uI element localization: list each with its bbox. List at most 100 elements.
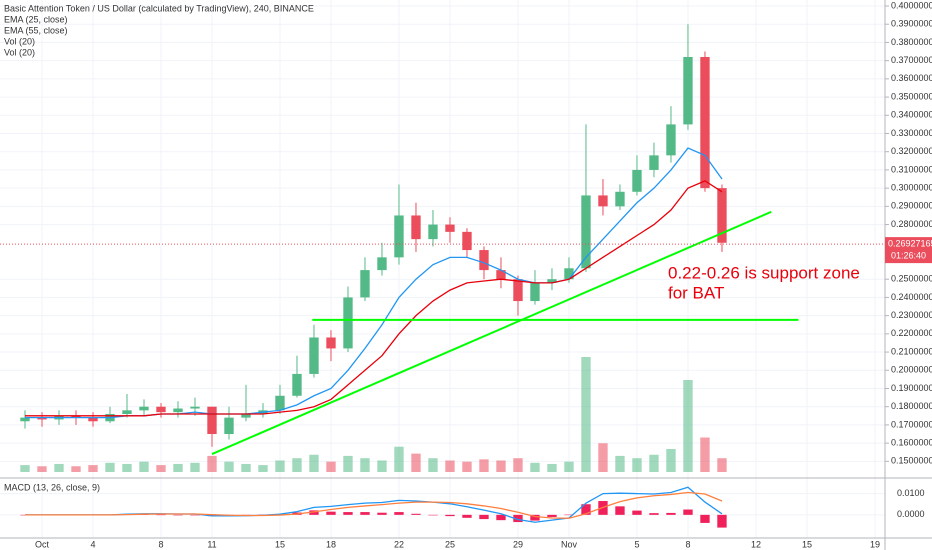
candle-body	[462, 231, 472, 251]
plot	[0, 24, 885, 528]
volume-bar	[173, 463, 183, 472]
volume-bar	[37, 466, 47, 472]
volume-bar	[275, 460, 285, 472]
candle-body	[190, 406, 200, 409]
y-tick-label: 0.0100	[897, 488, 925, 498]
candle-body	[581, 195, 591, 269]
candle-body	[496, 270, 506, 280]
macd-title: MACD (13, 26, close, 9)	[4, 482, 100, 492]
volume-bar	[513, 458, 523, 472]
volume-bar	[343, 455, 353, 472]
macd-histogram-bar	[717, 514, 727, 528]
candle-body	[700, 57, 710, 189]
volume-bar	[564, 461, 574, 472]
volume-bar	[122, 463, 132, 472]
volume-bar	[258, 465, 268, 472]
macd-histogram-bar	[581, 504, 591, 515]
candle-body	[224, 417, 234, 435]
macd-histogram-bar	[547, 514, 557, 517]
candle-body	[428, 224, 438, 240]
macd-histogram-bar	[479, 514, 489, 520]
macd-histogram-bar	[666, 512, 676, 515]
candle-body	[530, 282, 540, 302]
macd-histogram-bar	[513, 514, 523, 523]
macd-histogram-bar	[309, 510, 319, 515]
volume-bar	[20, 465, 30, 472]
candle-body	[326, 337, 336, 349]
volume-bar	[411, 453, 421, 472]
macd-histogram-bar	[343, 512, 353, 515]
x-tick-label: 12	[751, 539, 761, 549]
macd-histogram-bar	[156, 514, 166, 516]
candle-body	[360, 270, 370, 298]
volume-bar	[428, 458, 438, 472]
legend-entry: Vol (20)	[4, 47, 35, 57]
macd-histogram-bar	[496, 514, 506, 521]
legend-entry: Vol (20)	[4, 36, 35, 46]
volume-bar	[326, 461, 336, 472]
candle-body	[139, 406, 149, 411]
volume-bar	[479, 459, 489, 472]
volume-bar	[445, 460, 455, 472]
macd-histogram-bar	[445, 514, 455, 517]
candle-body	[37, 417, 47, 420]
y-tick-label: 0.0000	[897, 509, 925, 519]
candle-body	[513, 279, 523, 302]
candle-body	[343, 297, 353, 349]
candle-body	[377, 257, 387, 271]
countdown-label: 01:26:40	[891, 250, 926, 260]
volume-bar	[717, 458, 727, 472]
volume-bar	[683, 380, 693, 472]
macd-histogram-bar	[462, 514, 472, 518]
candle-body	[20, 417, 30, 422]
candle-body	[88, 417, 98, 422]
x-tick-label: 11	[207, 539, 216, 549]
candle-body	[632, 169, 642, 192]
volume-bar	[377, 460, 387, 472]
candle-body	[292, 373, 302, 396]
candle-body	[564, 268, 574, 280]
candle-body	[309, 337, 319, 374]
last-price-label: 0.26927165	[888, 238, 932, 248]
volume-bar	[156, 465, 166, 472]
x-tick-label: 18	[326, 539, 336, 549]
annotation: 0.22-0.26 is support zone	[668, 263, 860, 282]
volume-bar	[615, 455, 625, 472]
x-tick-label: Nov	[561, 539, 578, 549]
volume-bar	[105, 462, 115, 472]
candle-body	[666, 124, 676, 156]
macd-histogram-bar	[360, 512, 370, 515]
volume-bar	[71, 466, 81, 472]
signal-line	[24, 491, 723, 519]
volume-bar	[581, 357, 591, 472]
x-tick-label: 15	[275, 539, 285, 549]
x-tick-label: 22	[394, 539, 404, 549]
volume-bar	[360, 458, 370, 472]
volume-bar	[139, 461, 149, 472]
x-tick-label: 19	[870, 539, 880, 549]
candle-body	[479, 250, 489, 271]
macd-histogram-bar	[326, 511, 336, 515]
volume-bar	[207, 455, 217, 472]
macd-histogram-bar	[649, 513, 659, 515]
volume-bar	[530, 462, 540, 472]
candle-body	[615, 191, 625, 207]
x-tick-label: 5	[634, 539, 639, 549]
candle-body	[241, 413, 251, 418]
macd-histogram-bar	[190, 514, 200, 516]
legend-entry: EMA (25, close)	[4, 14, 68, 24]
volume-bar	[598, 443, 608, 472]
volume-bar	[224, 461, 234, 472]
x-tick-label: 4	[90, 539, 95, 549]
